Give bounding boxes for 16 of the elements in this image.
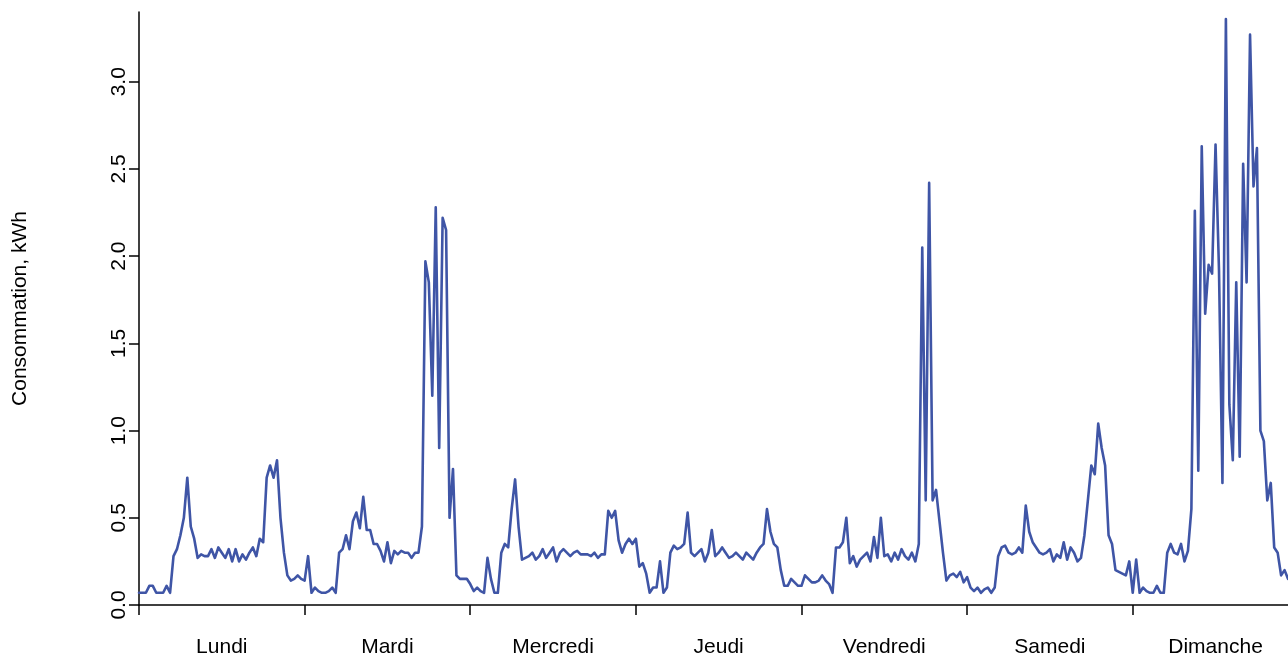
x-tick-label: Mercredi — [512, 634, 594, 657]
y-tick-label: 0.0 — [105, 590, 129, 620]
y-tick-label: 3.0 — [105, 67, 129, 97]
y-tick-label: 2.0 — [105, 241, 129, 271]
x-tick-label: Vendredi — [842, 634, 926, 657]
y-tick-label: 0.5 — [105, 503, 129, 533]
x-tick-label: Samedi — [1014, 634, 1086, 657]
y-axis-title: Consommation, kWh — [7, 211, 30, 406]
y-tick-label: 1.5 — [105, 328, 129, 358]
y-tick-label: 1.0 — [105, 415, 129, 446]
y-tick-label: 2.5 — [105, 154, 129, 184]
x-tick-label: Jeudi — [693, 634, 744, 657]
x-tick-label: Lundi — [196, 634, 248, 657]
x-tick-label: Mardi — [361, 634, 414, 657]
line-series — [137, 17, 1288, 595]
x-tick-label: Dimanche — [1168, 634, 1263, 657]
